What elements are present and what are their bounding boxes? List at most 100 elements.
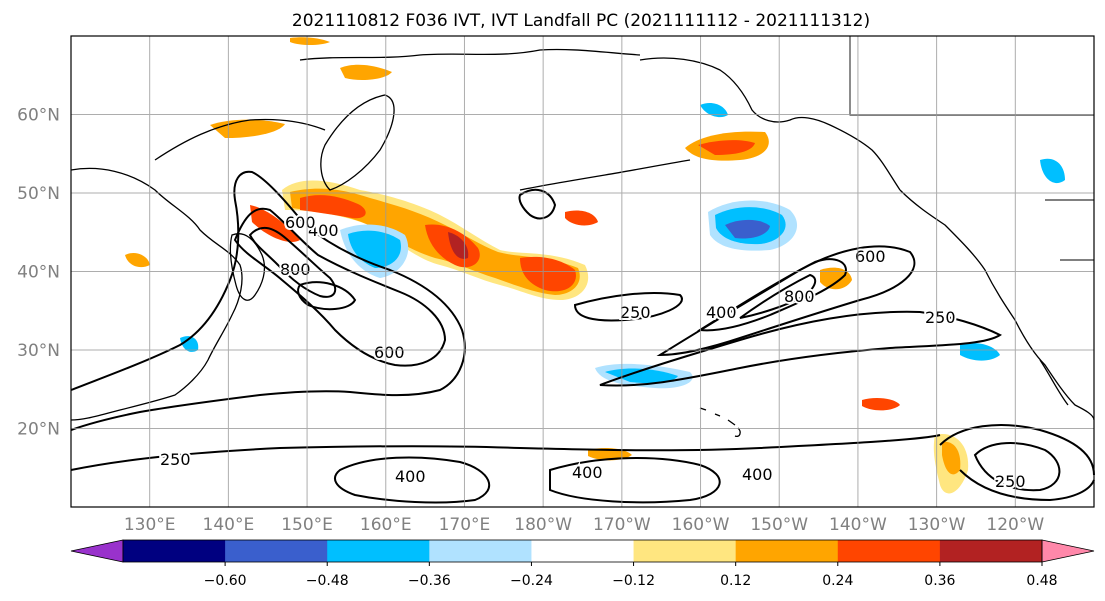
contour-label-250: 250 (620, 303, 651, 322)
longitude-tick-label: 170°E (439, 515, 491, 535)
ivt-contour-line (739, 273, 817, 319)
okhotsk-coastline (154, 118, 326, 161)
figure-title: 2021110812 F036 IVT, IVT Landfall PC (20… (292, 11, 870, 31)
ivt-contour-line (973, 442, 1061, 492)
colorbar-segment (837, 540, 941, 562)
baja-coastline (1039, 359, 1069, 406)
latitude-tick-label: 60°N (17, 106, 60, 126)
positive-anomaly-region (820, 267, 852, 290)
contour-label-800: 800 (280, 260, 311, 279)
longitude-tick-label: 120°W (986, 515, 1044, 535)
ivt-contour-line (233, 207, 447, 367)
colorbar-tick-label: −0.12 (612, 573, 655, 589)
contour-label-400: 400 (706, 303, 737, 322)
ivt-contours (70, 170, 1095, 504)
longitude-tick-label: 150°W (750, 515, 808, 535)
ivt-contour-line (939, 424, 1095, 476)
longitude-tick-label: 160°W (672, 515, 730, 535)
colorbar-tick-label: −0.48 (306, 573, 349, 589)
positive-anomaly-region (520, 256, 576, 292)
colorbar-extend-high (1041, 539, 1095, 563)
negative-anomaly-region (1040, 158, 1065, 184)
contour-label-250: 250 (160, 450, 191, 469)
ivt-contour-line (599, 310, 1002, 387)
colorbar-tick-label: 0.12 (720, 573, 751, 589)
gridlines (71, 36, 1094, 507)
negative-anomaly-region (180, 336, 199, 352)
longitude-tick-label: 140°W (829, 515, 887, 535)
colorbar-outline (122, 539, 1043, 563)
colorbar-extend-low (70, 539, 124, 563)
positive-anomaly-region (250, 205, 300, 242)
latitude-tick-label: 20°N (17, 420, 60, 440)
ivt-contour-line (549, 457, 721, 504)
longitude-tick-label: 130°E (124, 515, 176, 535)
coastlines (70, 36, 1095, 438)
negative-anomaly-region (725, 219, 770, 239)
contour-label-600: 600 (855, 247, 886, 266)
hawaii-islands (699, 407, 741, 438)
colorbar-segment (633, 540, 737, 562)
longitude-tick-label: 180°W (514, 515, 572, 535)
ivt-contour-line (70, 434, 941, 471)
colorbar-segment (531, 540, 635, 562)
contour-label-600: 600 (374, 343, 405, 362)
positive-anomaly-region (300, 195, 366, 219)
contour-label-250: 250 (925, 308, 956, 327)
ivt-contour-line (334, 456, 490, 504)
negative-anomaly-region (960, 343, 1000, 361)
positive-anomaly-region (942, 441, 961, 475)
ivt-contour-line (959, 469, 1095, 502)
negative-anomaly-region (700, 103, 728, 118)
contour-label-400: 400 (572, 463, 603, 482)
positive-anomaly-region (340, 64, 392, 80)
ivt-contour-line (248, 226, 337, 298)
contour-label-400: 400 (395, 467, 426, 486)
colorbar: −0.60 −0.48 −0.36 −0.24 −0.12 0.12 0.24 0.36 0.4… (70, 539, 1095, 589)
longitude-tick-label: 140°E (203, 515, 255, 535)
contour-label-600: 600 (285, 213, 316, 232)
map-panel: 250 250 250 250 400 400 400 400 400 600 … (70, 35, 1095, 508)
colorbar-segment (225, 540, 328, 562)
map-frame (70, 35, 1095, 508)
ivt-contour-line (297, 281, 357, 311)
latitude-tick-label: 30°N (17, 341, 60, 361)
ivt-contour-line (573, 292, 683, 322)
longitude-tick-label: 130°W (908, 515, 966, 535)
latitude-tick-label: 40°N (17, 263, 60, 283)
kamchatka-coastline (320, 94, 395, 191)
colorbar-tick-label: −0.24 (510, 573, 553, 589)
latitude-tick-labels: 20°N 30°N 40°N 50°N 60°N (17, 106, 60, 440)
positive-anomaly-region (125, 253, 150, 268)
colorbar-segment (939, 540, 1043, 562)
positive-anomaly-region (588, 447, 632, 461)
colorbar-segment (429, 540, 532, 562)
contour-label-800: 800 (784, 287, 815, 306)
latitude-tick-label: 50°N (17, 184, 60, 204)
positive-anomaly-region (862, 397, 900, 411)
positive-anomaly-region (290, 37, 330, 45)
colorbar-tick-label: 0.24 (822, 573, 853, 589)
colorbar-tick-label: 0.36 (924, 573, 955, 589)
siberia-coastline (299, 48, 641, 61)
colorbar-tick-label: 0.48 (1026, 573, 1057, 589)
colorbar-tick-label: −0.60 (204, 573, 247, 589)
contour-label-400: 400 (742, 465, 773, 484)
positive-anomaly-region (448, 232, 469, 259)
ivt-contour-line (70, 170, 466, 431)
colorbar-segment (735, 540, 839, 562)
contour-label-400: 400 (308, 221, 339, 240)
longitude-tick-labels: 130°E 140°E 150°E 160°E 170°E 180°W 170°W 160°W… (124, 515, 1045, 535)
ivt-contour-line (518, 188, 557, 220)
ivt-contour-line (696, 258, 847, 332)
longitude-tick-label: 160°E (360, 515, 412, 535)
contour-labels: 250 250 250 250 400 400 400 400 400 600 … (158, 211, 1028, 493)
longitude-tick-label: 150°E (281, 515, 333, 535)
longitude-tick-label: 170°W (593, 515, 651, 535)
contour-label-250: 250 (995, 472, 1026, 491)
colorbar-segment (327, 540, 430, 562)
negative-anomaly-region (605, 368, 678, 384)
asia-coastline (70, 167, 243, 421)
positive-anomaly-region (565, 210, 598, 226)
